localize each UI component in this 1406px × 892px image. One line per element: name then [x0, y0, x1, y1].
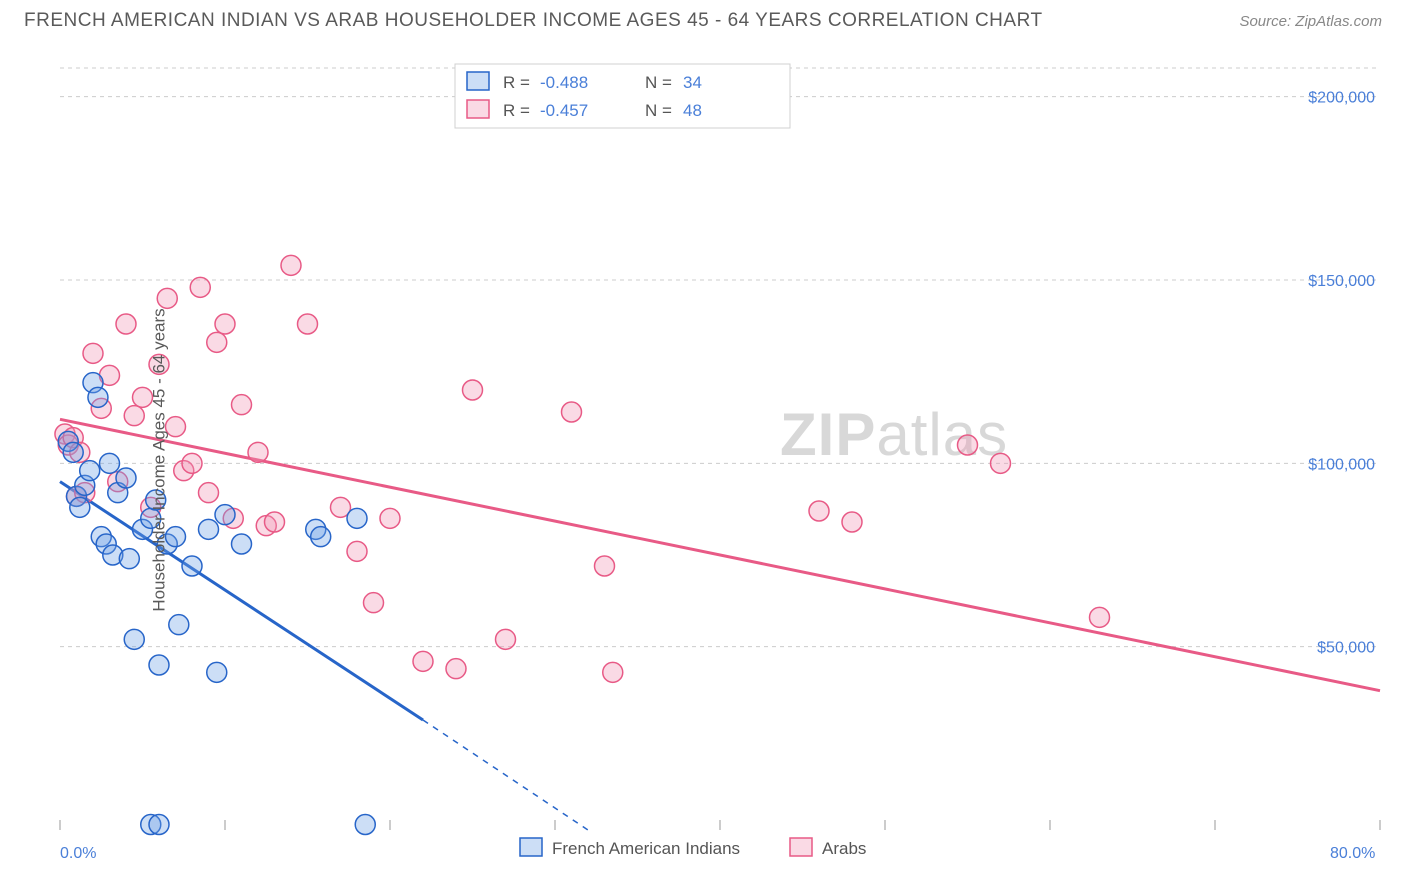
- marker-blue: [70, 497, 90, 517]
- legend-swatch-blue-icon: [520, 838, 542, 856]
- marker-blue: [347, 508, 367, 528]
- marker-pink: [232, 395, 252, 415]
- marker-pink: [199, 483, 219, 503]
- marker-blue: [199, 519, 219, 539]
- marker-pink: [116, 314, 136, 334]
- legend-label-blue: French American Indians: [552, 839, 740, 858]
- ytick-label: $150,000: [1308, 273, 1375, 290]
- marker-pink: [380, 508, 400, 528]
- stats-N-label: N =: [645, 101, 672, 120]
- legend-swatch-pink-icon: [467, 100, 489, 118]
- trend-line-blue-extrapolated: [423, 720, 588, 830]
- marker-blue: [149, 655, 169, 675]
- marker-pink: [124, 406, 144, 426]
- marker-pink: [364, 593, 384, 613]
- marker-pink: [958, 435, 978, 455]
- marker-blue: [116, 468, 136, 488]
- marker-blue: [232, 534, 252, 554]
- marker-pink: [562, 402, 582, 422]
- marker-blue: [215, 505, 235, 525]
- legend-swatch-pink-icon: [790, 838, 812, 856]
- ytick-label: $200,000: [1308, 90, 1375, 107]
- marker-blue: [207, 662, 227, 682]
- stats-N-blue: 34: [683, 73, 702, 92]
- marker-pink: [991, 453, 1011, 473]
- stats-R-label: R =: [503, 73, 530, 92]
- marker-pink: [809, 501, 829, 521]
- legend-swatch-blue-icon: [467, 72, 489, 90]
- marker-blue: [124, 629, 144, 649]
- marker-blue: [355, 815, 375, 835]
- marker-pink: [298, 314, 318, 334]
- correlation-chart: ZIPatlas $50,000 $100,000 $150,000 $200,000 0…: [0, 40, 1406, 880]
- stats-N-pink: 48: [683, 101, 702, 120]
- marker-pink: [248, 442, 268, 462]
- chart-area: Householder Income Ages 45 - 64 years ZI…: [0, 40, 1406, 880]
- ytick-label: $100,000: [1308, 456, 1375, 473]
- marker-pink: [215, 314, 235, 334]
- marker-pink: [595, 556, 615, 576]
- legend-label-pink: Arabs: [822, 839, 866, 858]
- marker-pink: [603, 662, 623, 682]
- marker-pink: [190, 277, 210, 297]
- y-axis-label: Householder Income Ages 45 - 64 years: [150, 308, 170, 611]
- marker-blue: [80, 461, 100, 481]
- marker-pink: [265, 512, 285, 532]
- xtick-label-left: 0.0%: [60, 845, 96, 862]
- marker-blue: [88, 387, 108, 407]
- marker-pink: [842, 512, 862, 532]
- stats-R-blue: -0.488: [540, 73, 588, 92]
- ytick-label: $50,000: [1317, 640, 1375, 657]
- stats-N-label: N =: [645, 73, 672, 92]
- marker-blue: [63, 442, 83, 462]
- watermark: ZIPatlas: [780, 401, 1008, 468]
- marker-pink: [463, 380, 483, 400]
- marker-blue: [182, 556, 202, 576]
- chart-title: FRENCH AMERICAN INDIAN VS ARAB HOUSEHOLD…: [24, 10, 1043, 32]
- chart-source: Source: ZipAtlas.com: [1239, 13, 1382, 30]
- marker-pink: [347, 541, 367, 561]
- marker-pink: [1090, 607, 1110, 627]
- marker-blue: [311, 527, 331, 547]
- stats-R-label: R =: [503, 101, 530, 120]
- marker-pink: [182, 453, 202, 473]
- marker-blue: [169, 615, 189, 635]
- marker-pink: [207, 332, 227, 352]
- marker-pink: [281, 255, 301, 275]
- marker-pink: [83, 343, 103, 363]
- marker-blue: [100, 453, 120, 473]
- marker-pink: [496, 629, 516, 649]
- chart-header: FRENCH AMERICAN INDIAN VS ARAB HOUSEHOLD…: [0, 0, 1406, 40]
- xtick-label-right: 80.0%: [1330, 845, 1375, 862]
- marker-pink: [157, 288, 177, 308]
- marker-pink: [446, 659, 466, 679]
- marker-blue: [119, 549, 139, 569]
- marker-blue: [149, 815, 169, 835]
- stats-R-pink: -0.457: [540, 101, 588, 120]
- marker-pink: [413, 651, 433, 671]
